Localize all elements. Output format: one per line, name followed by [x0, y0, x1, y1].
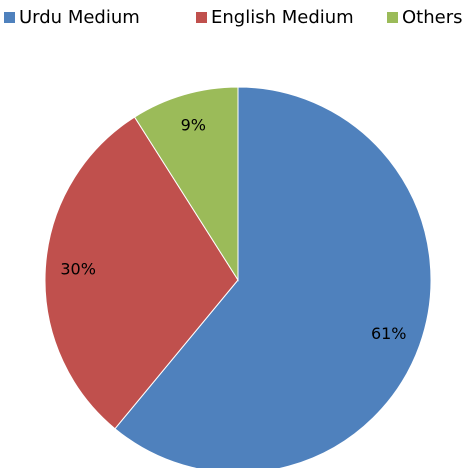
pie-slice	[114, 86, 432, 468]
legend-swatch	[387, 12, 398, 23]
pie-slice	[44, 116, 239, 430]
legend-label: English Medium	[211, 7, 354, 28]
legend-swatch	[196, 12, 207, 23]
legend-label: Urdu Medium	[19, 7, 140, 28]
data-label: 30%	[60, 259, 96, 278]
legend-label: Others	[402, 7, 463, 28]
pie-slice	[133, 86, 239, 282]
data-label: 9%	[181, 116, 206, 135]
legend-swatch	[4, 12, 15, 23]
data-label: 61%	[371, 324, 407, 343]
